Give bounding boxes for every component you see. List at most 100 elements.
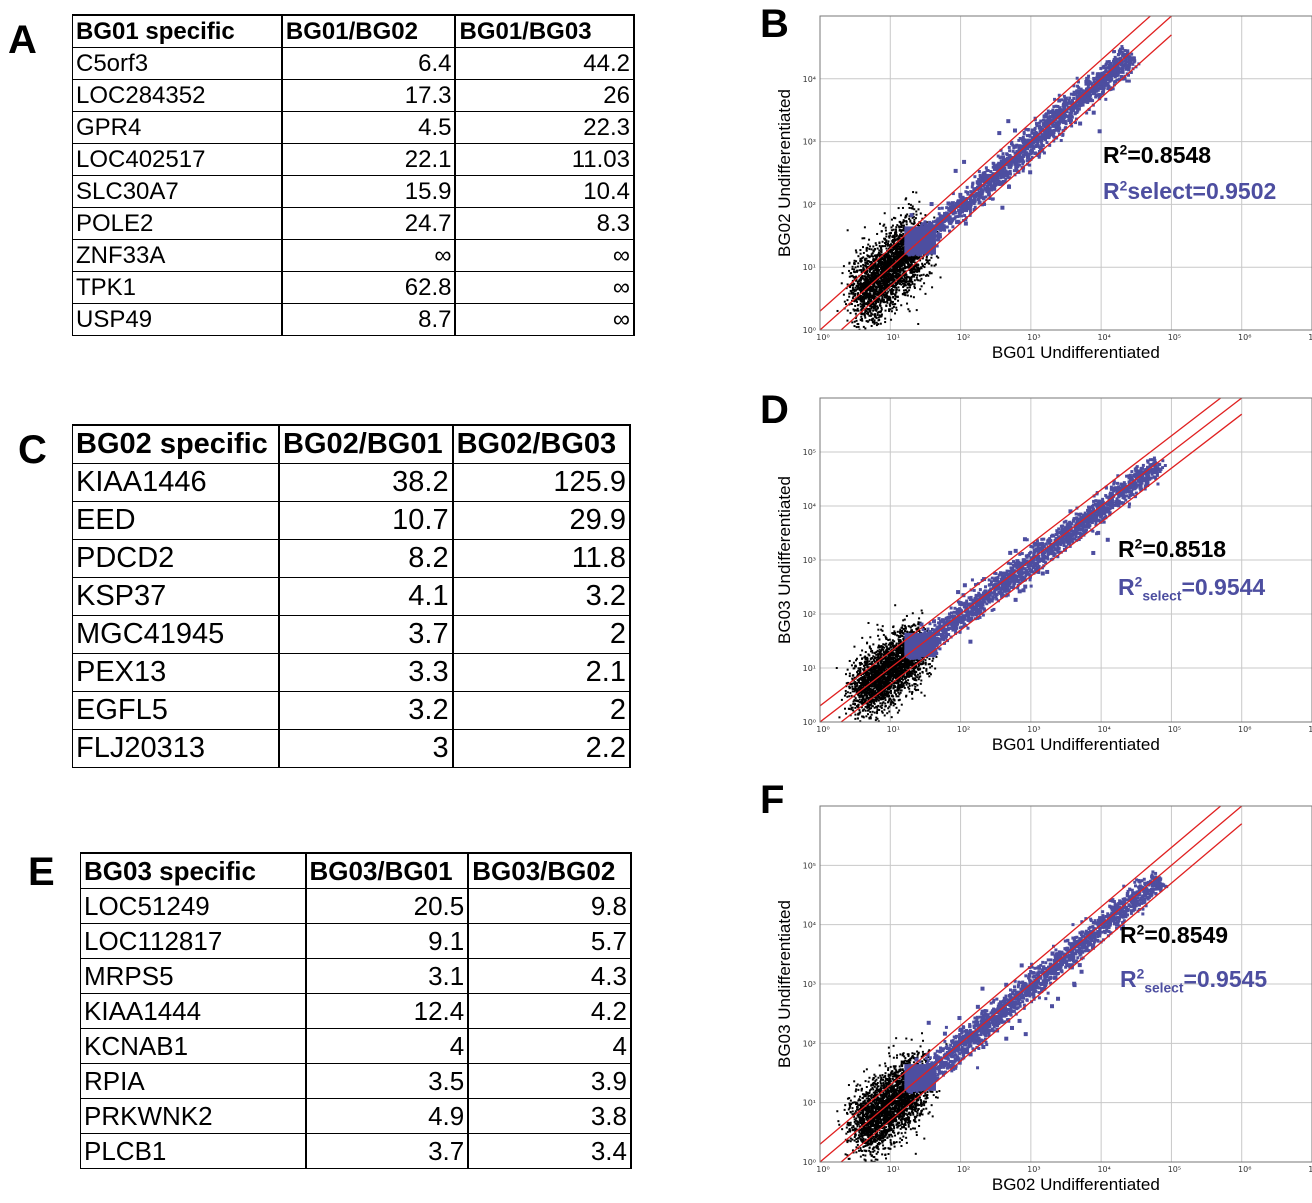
data-point xyxy=(870,303,873,306)
data-point xyxy=(864,311,867,314)
data-point xyxy=(873,322,876,325)
data-point xyxy=(874,265,877,268)
data-point xyxy=(885,283,888,286)
data-point xyxy=(906,275,909,278)
data-point xyxy=(1087,108,1091,112)
data-point xyxy=(873,288,876,291)
data-point xyxy=(864,280,867,283)
data-point xyxy=(856,265,859,268)
data-point xyxy=(932,657,935,660)
r2-symbol: R xyxy=(1103,142,1120,168)
data-point xyxy=(896,277,899,280)
data-point xyxy=(864,327,867,330)
data-point xyxy=(840,282,843,285)
outlier-point xyxy=(983,178,988,183)
data-point xyxy=(938,223,942,227)
data-point xyxy=(863,237,866,240)
data-point xyxy=(895,234,898,237)
data-point xyxy=(882,274,885,277)
data-point xyxy=(945,225,949,229)
data-point xyxy=(1073,112,1077,116)
data-point xyxy=(908,206,911,209)
data-point xyxy=(939,216,943,220)
table-header-row: BG03 specific BG03/BG01 BG03/BG02 xyxy=(80,852,632,889)
data-point xyxy=(869,281,872,284)
data-point xyxy=(897,286,900,289)
data-point xyxy=(859,259,862,262)
table-row: FLJ20313 3 2.2 xyxy=(72,729,632,768)
data-point xyxy=(900,223,903,226)
data-point xyxy=(909,280,912,283)
data-point xyxy=(987,187,991,191)
data-point xyxy=(1018,153,1022,157)
data-point xyxy=(866,275,869,278)
data-point xyxy=(1056,124,1060,128)
data-point xyxy=(1104,70,1108,74)
data-point xyxy=(1048,115,1052,119)
data-point xyxy=(855,260,858,263)
data-point xyxy=(884,245,887,248)
data-point xyxy=(1130,56,1134,60)
data-point xyxy=(1062,121,1066,125)
data-point xyxy=(868,238,871,241)
data-point xyxy=(1072,96,1076,100)
data-point xyxy=(1070,114,1074,118)
data-point xyxy=(948,221,952,225)
data-point xyxy=(1053,117,1057,121)
data-point xyxy=(905,258,908,261)
data-point xyxy=(891,701,894,704)
data-point xyxy=(917,266,920,269)
data-point xyxy=(896,295,899,298)
data-point xyxy=(881,245,884,248)
data-point xyxy=(859,249,862,252)
data-point xyxy=(890,300,893,303)
data-point xyxy=(907,257,910,260)
data-point xyxy=(880,263,883,266)
data-point xyxy=(1038,145,1042,149)
ratio-cell: 4.2 xyxy=(467,993,632,1029)
data-point xyxy=(896,281,899,284)
data-point xyxy=(851,268,854,271)
data-point xyxy=(992,164,996,168)
data-point xyxy=(873,272,876,275)
data-point xyxy=(889,264,892,267)
data-point xyxy=(897,247,900,250)
data-point xyxy=(899,240,902,243)
data-point xyxy=(913,286,916,289)
gene-name-cell: KIAA1446 xyxy=(72,463,281,502)
data-point xyxy=(1009,162,1013,166)
data-point xyxy=(990,184,994,188)
data-point xyxy=(882,298,885,301)
x-tick-label: 10¹ xyxy=(887,333,900,342)
data-point xyxy=(905,197,908,200)
data-point xyxy=(1041,149,1045,153)
data-point xyxy=(1006,173,1010,177)
data-point xyxy=(917,257,920,260)
data-point xyxy=(1041,143,1045,147)
data-point xyxy=(885,232,888,235)
data-point xyxy=(1099,66,1103,70)
data-point xyxy=(931,659,934,662)
data-point xyxy=(869,309,872,312)
fit-lines xyxy=(820,16,1172,330)
data-point xyxy=(1043,131,1047,135)
data-point xyxy=(861,284,864,287)
data-point xyxy=(872,278,875,281)
r2-select-word: select xyxy=(1127,178,1193,204)
data-point xyxy=(878,241,881,244)
data-point xyxy=(970,185,974,189)
data-point xyxy=(899,270,902,273)
data-point xyxy=(1075,76,1079,80)
gene-name-cell: KCNAB1 xyxy=(80,1028,307,1064)
data-point xyxy=(1099,93,1103,97)
data-point xyxy=(931,286,934,289)
data-point xyxy=(856,292,859,295)
data-point xyxy=(895,230,898,233)
data-point xyxy=(868,308,871,311)
data-point xyxy=(854,702,857,705)
data-point xyxy=(1121,47,1125,51)
data-point xyxy=(878,289,881,292)
data-point xyxy=(919,212,922,215)
data-point xyxy=(870,307,873,310)
data-point xyxy=(895,255,898,258)
